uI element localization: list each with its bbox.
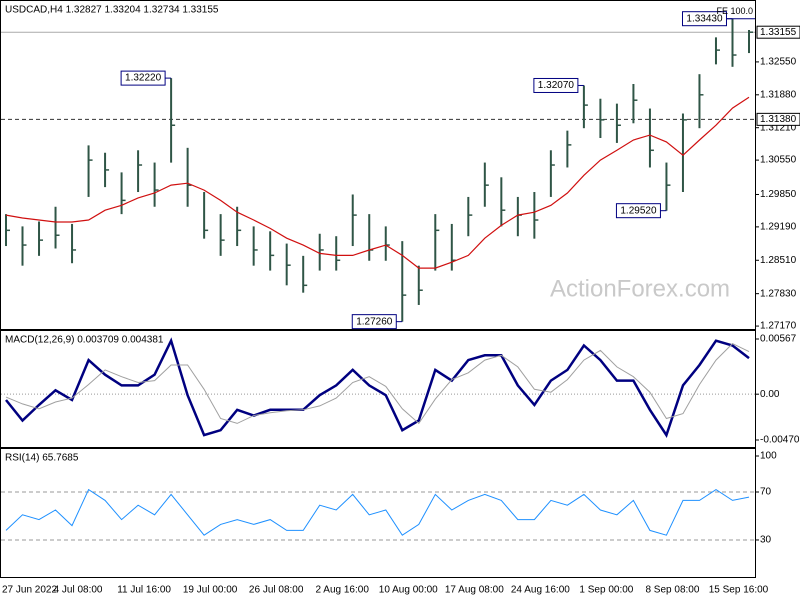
annotation-box bbox=[351, 314, 397, 330]
y-tick-label: 0.00567 bbox=[760, 334, 797, 345]
indicator-line bbox=[5, 337, 750, 438]
indicator-line bbox=[5, 488, 750, 536]
panel-frame bbox=[0, 448, 756, 578]
last-price-box bbox=[756, 25, 800, 39]
x-tick-label: 11 Jul 16:00 bbox=[117, 585, 171, 596]
fe-label: FE 100.0 bbox=[716, 6, 753, 16]
x-tick-label: 24 Aug 16:00 bbox=[511, 585, 570, 596]
panel-title: USDCAD,H4 1.32827 1.33204 1.32734 1.3315… bbox=[5, 5, 219, 16]
y-tick-label: 1.29850 bbox=[760, 189, 797, 200]
x-tick-label: 15 Sep 16:00 bbox=[709, 585, 769, 596]
annotation-box bbox=[615, 203, 661, 219]
y-tick-label: 30 bbox=[760, 535, 772, 546]
x-tick-label: 4 Jul 08:00 bbox=[54, 585, 103, 596]
y-tick-label: 1.32550 bbox=[760, 57, 797, 68]
x-tick-label: 10 Aug 00:00 bbox=[379, 585, 438, 596]
panel-frame bbox=[0, 330, 756, 448]
panel-title: MACD(12,26,9) 0.003709 0.004381 bbox=[5, 335, 164, 346]
y-tick-label: 70 bbox=[760, 487, 772, 498]
y-tick-label: 1.27170 bbox=[760, 321, 797, 332]
annotation-label: 1.33430 bbox=[686, 13, 723, 24]
y-tick-label: -0.004708 bbox=[760, 435, 800, 446]
y-tick-label: 1.29190 bbox=[760, 222, 797, 233]
annotation-box bbox=[533, 77, 579, 93]
annotation-label: 1.27260 bbox=[356, 316, 393, 327]
y-tick-label: 1.31210 bbox=[760, 122, 797, 133]
annotation-label: 1.32070 bbox=[538, 80, 575, 91]
level-label-box bbox=[756, 112, 800, 126]
moving-average bbox=[5, 96, 750, 269]
y-tick-label: 1.30550 bbox=[760, 155, 797, 166]
y-tick-label: 1.28510 bbox=[760, 255, 797, 266]
x-tick-label: 2 Aug 16:00 bbox=[316, 585, 370, 596]
annotation-label: 1.29520 bbox=[620, 205, 657, 216]
x-tick-label: 17 Aug 08:00 bbox=[445, 585, 504, 596]
panel-frame bbox=[0, 0, 756, 330]
x-tick-label: 27 Jun 2022 bbox=[2, 585, 57, 596]
y-tick-label: 1.27830 bbox=[760, 288, 797, 299]
x-tick-label: 26 Jul 08:00 bbox=[249, 585, 304, 596]
x-tick-label: 1 Sep 00:00 bbox=[579, 585, 633, 596]
indicator-line bbox=[5, 342, 750, 425]
y-tick-label: 1.31880 bbox=[760, 89, 797, 100]
level-label: 1.31380 bbox=[760, 114, 797, 125]
y-tick-label: 0.00 bbox=[760, 389, 780, 400]
x-tick-label: 19 Jul 00:00 bbox=[183, 585, 238, 596]
annotation-label: 1.32220 bbox=[125, 73, 162, 84]
y-tick-label: 100 bbox=[760, 451, 777, 462]
annotation-box bbox=[120, 70, 166, 86]
last-price-label: 1.33155 bbox=[760, 27, 797, 38]
x-tick-label: 8 Sep 08:00 bbox=[645, 585, 699, 596]
panel-title: RSI(14) 65.7685 bbox=[5, 453, 79, 464]
watermark: ActionForex.com bbox=[550, 275, 730, 302]
